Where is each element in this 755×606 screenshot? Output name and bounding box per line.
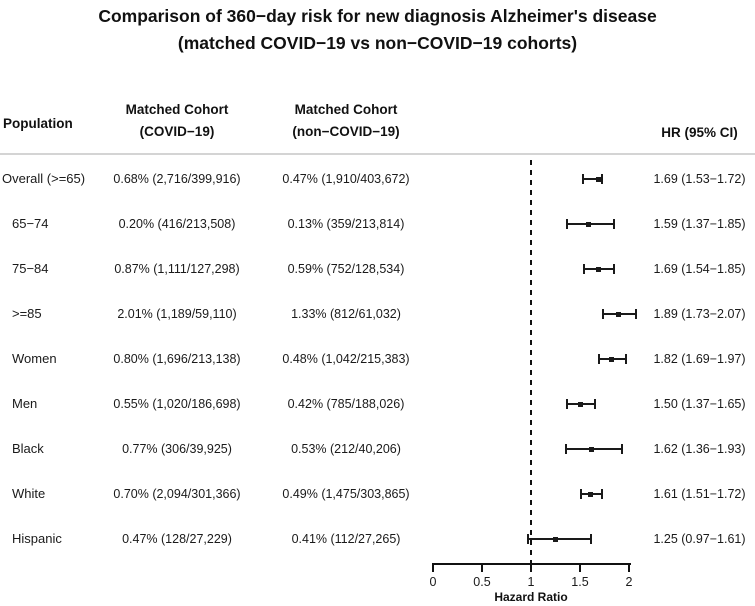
ci-cap-left xyxy=(566,219,569,229)
column-header-covid-cohort: Matched Cohort (COVID−19) xyxy=(102,99,252,143)
covid-risk-value: 0.47% (128/27,229) xyxy=(122,532,232,546)
noncovid-risk-value: 0.41% (112/27,265) xyxy=(291,532,401,546)
covid-risk-value: 0.87% (1,111/127,298) xyxy=(114,262,240,276)
row-label: Hispanic xyxy=(12,531,62,546)
axis-tick-label: 1.5 xyxy=(571,575,589,589)
ci-cap-right xyxy=(625,354,628,364)
noncovid-risk-value: 1.33% (812/61,032) xyxy=(291,307,401,321)
point-estimate-marker xyxy=(596,266,602,272)
covid-risk-value: 0.20% (416/213,508) xyxy=(118,217,236,231)
noncovid-risk-value: 0.13% (359/213,814) xyxy=(287,217,405,231)
axis-tick-label: 0 xyxy=(429,575,437,589)
ci-cap-right xyxy=(613,264,616,274)
column-header-noncovid-cohort: Matched Cohort (non−COVID−19) xyxy=(271,99,421,143)
ci-cap-left xyxy=(601,309,604,319)
header-separator xyxy=(0,153,755,155)
axis-tick-label: 2 xyxy=(625,575,633,589)
row-label: Overall (>=65) xyxy=(2,171,86,186)
axis-tick xyxy=(481,565,483,572)
column-header-noncovid-line2: (non−COVID−19) xyxy=(292,124,400,139)
ci-whisker xyxy=(528,538,591,540)
column-header-noncovid-line1: Matched Cohort xyxy=(294,102,398,117)
column-header-hr-ci: HR (95% CI) xyxy=(661,125,738,140)
figure-title-line1: Comparison of 360−day risk for new diagn… xyxy=(98,6,657,26)
ci-cap-left xyxy=(582,264,585,274)
noncovid-risk-value: 0.42% (785/188,026) xyxy=(287,397,405,411)
ci-whisker xyxy=(582,178,602,180)
row-label: >=85 xyxy=(12,306,42,321)
hr-ci-value: 1.59 (1.37−1.85) xyxy=(653,217,746,231)
ci-cap-left xyxy=(565,444,568,454)
column-header-population: Population xyxy=(3,116,73,131)
point-estimate-marker xyxy=(577,401,583,407)
row-label: 65−74 xyxy=(12,216,49,231)
ci-cap-right xyxy=(621,444,624,454)
covid-risk-value: 0.70% (2,094/301,366) xyxy=(113,487,241,501)
covid-risk-value: 0.77% (306/39,925) xyxy=(122,442,232,456)
hr-ci-value: 1.61 (1.51−1.72) xyxy=(653,487,746,501)
covid-risk-value: 0.68% (2,716/399,916) xyxy=(113,172,241,186)
hr-ci-value: 1.50 (1.37−1.65) xyxy=(653,397,746,411)
row-label: White xyxy=(12,486,46,501)
column-header-covid-line1: Matched Cohort xyxy=(125,102,229,117)
row-label: Black xyxy=(12,441,44,456)
noncovid-risk-value: 0.47% (1,910/403,672) xyxy=(282,172,410,186)
covid-risk-value: 2.01% (1,189/59,110) xyxy=(117,307,237,321)
point-estimate-marker xyxy=(596,176,602,182)
ci-cap-right xyxy=(589,534,592,544)
ci-cap-right xyxy=(600,489,603,499)
column-header-covid-line2: (COVID−19) xyxy=(139,124,215,139)
axis-tick-label: 1 xyxy=(527,575,535,589)
ci-cap-right xyxy=(600,174,603,184)
axis-tick xyxy=(432,565,434,572)
hr-ci-value: 1.25 (0.97−1.61) xyxy=(653,532,746,546)
ci-cap-left xyxy=(566,399,569,409)
ci-cap-right xyxy=(593,399,596,409)
x-axis-title: Hazard Ratio xyxy=(494,590,568,604)
ci-cap-left xyxy=(597,354,600,364)
point-estimate-marker xyxy=(586,221,592,227)
axis-tick xyxy=(579,565,581,572)
ci-cap-left xyxy=(581,174,584,184)
ci-cap-right xyxy=(634,309,637,319)
point-estimate-marker xyxy=(589,446,595,452)
noncovid-risk-value: 0.59% (752/128,534) xyxy=(287,262,405,276)
point-estimate-marker xyxy=(588,491,594,497)
axis-tick xyxy=(628,565,630,572)
row-label: Women xyxy=(12,351,57,366)
figure-title-line2: (matched COVID−19 vs non−COVID−19 cohort… xyxy=(177,33,578,53)
noncovid-risk-value: 0.53% (212/40,206) xyxy=(291,442,401,456)
hr-ci-value: 1.69 (1.54−1.85) xyxy=(653,262,746,276)
axis-tick-label: 0.5 xyxy=(473,575,491,589)
ci-cap-left xyxy=(527,534,530,544)
noncovid-risk-value: 0.48% (1,042/215,383) xyxy=(282,352,410,366)
hr-ci-value: 1.69 (1.53−1.72) xyxy=(653,172,746,186)
point-estimate-marker xyxy=(553,536,558,542)
reference-line-hr1 xyxy=(530,160,532,564)
ci-cap-right xyxy=(613,219,616,229)
noncovid-risk-value: 0.49% (1,475/303,865) xyxy=(282,487,410,501)
covid-risk-value: 0.55% (1,020/186,698) xyxy=(113,397,241,411)
hr-ci-value: 1.89 (1.73−2.07) xyxy=(653,307,746,321)
axis-tick xyxy=(530,565,532,572)
row-label: 75−84 xyxy=(12,261,49,276)
hr-ci-value: 1.62 (1.36−1.93) xyxy=(653,442,746,456)
point-estimate-marker xyxy=(608,356,614,362)
covid-risk-value: 0.80% (1,696/213,138) xyxy=(113,352,241,366)
point-estimate-marker xyxy=(615,311,621,317)
x-axis-line xyxy=(432,563,631,565)
ci-cap-left xyxy=(579,489,582,499)
row-label: Men xyxy=(12,396,38,411)
hr-ci-value: 1.82 (1.69−1.97) xyxy=(653,352,746,366)
